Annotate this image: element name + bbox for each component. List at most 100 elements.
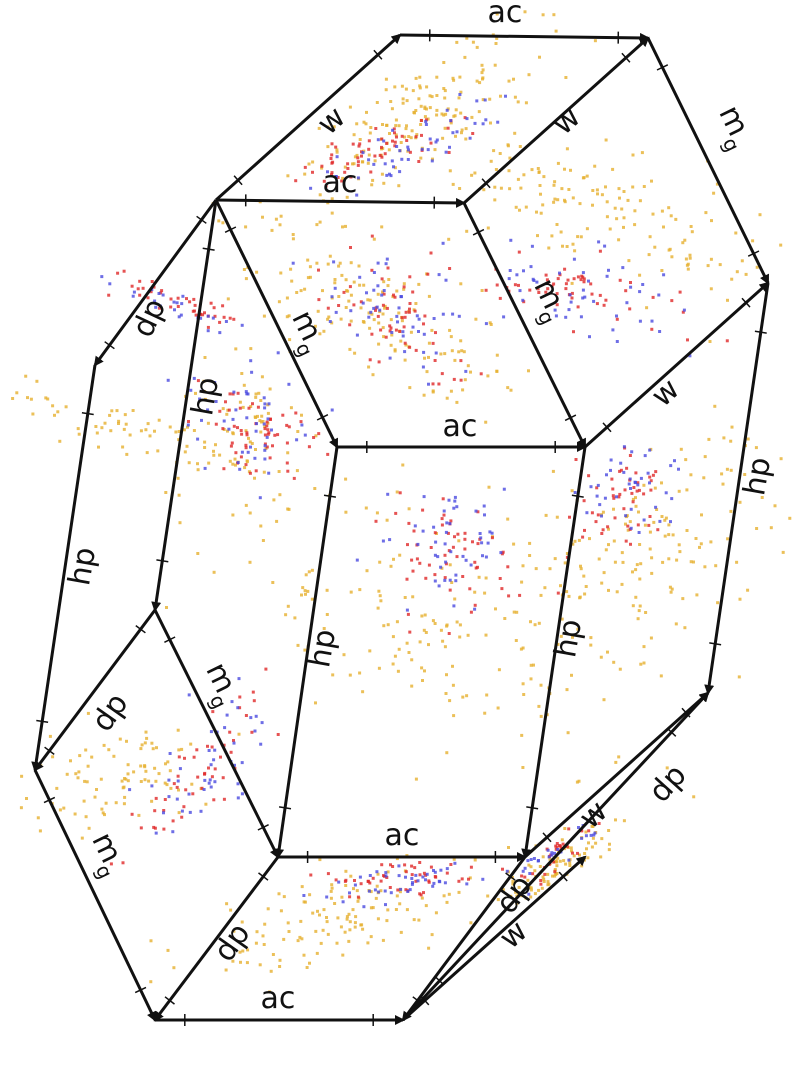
scatter-point: [460, 131, 463, 134]
scatter-point: [485, 694, 488, 697]
scatter-point: [352, 908, 355, 911]
scatter-point: [537, 860, 540, 863]
scatter-point: [599, 250, 602, 253]
label-w-top-right: w: [546, 100, 588, 142]
scatter-point: [542, 13, 545, 16]
scatter-point: [100, 808, 103, 811]
scatter-point: [234, 458, 237, 461]
scatter-point: [404, 596, 407, 599]
scatter-point: [178, 494, 181, 497]
scatter-point: [348, 323, 351, 326]
scatter-point: [458, 315, 461, 318]
scatter-point: [730, 469, 733, 472]
scatter-point: [581, 536, 584, 539]
scatter-point: [443, 510, 446, 513]
scatter-point: [638, 531, 641, 534]
scatter-point: [443, 97, 446, 100]
scatter-point: [309, 187, 312, 190]
scatter-point: [196, 438, 199, 441]
scatter-point: [336, 151, 339, 154]
scatter-point: [346, 290, 349, 293]
scatter-point: [240, 429, 243, 432]
scatter-point: [627, 199, 630, 202]
scatter-point: [314, 701, 317, 704]
scatter-point: [348, 913, 351, 916]
scatter-point: [409, 302, 412, 305]
scatter-point: [638, 489, 641, 492]
scatter-point: [213, 306, 216, 309]
scatter-point: [730, 278, 733, 281]
scatter-point: [709, 540, 712, 543]
scatter-point: [560, 231, 563, 234]
scatter-point: [177, 305, 180, 308]
scatter-point: [100, 778, 103, 781]
scatter-point: [672, 533, 675, 536]
scatter-point: [369, 311, 372, 314]
scatter-point: [427, 947, 430, 950]
scatter-point: [344, 884, 347, 887]
scatter-point: [545, 514, 548, 517]
scatter-point: [494, 607, 497, 610]
scatter-point: [380, 294, 383, 297]
scatter-point: [465, 127, 468, 130]
scatter-point: [529, 620, 532, 623]
scatter-point: [594, 39, 597, 42]
scatter-point: [470, 116, 473, 119]
scatter-point: [278, 470, 281, 473]
scatter-point: [389, 886, 392, 889]
scatter-point: [611, 168, 614, 171]
scatter-point: [417, 879, 420, 882]
scatter-point: [125, 423, 128, 426]
scatter-point: [448, 893, 451, 896]
scatter-point: [341, 954, 344, 957]
scatter-point: [670, 255, 673, 258]
scatter-point: [306, 966, 309, 969]
label-hp-left-inner: hp: [185, 375, 226, 419]
scatter-point: [279, 272, 282, 275]
scatter-point: [445, 673, 448, 676]
scatter-point: [486, 895, 489, 898]
scatter-point: [353, 133, 356, 136]
scatter-point: [463, 548, 466, 551]
scatter-point: [203, 772, 206, 775]
scatter-point: [330, 157, 333, 160]
scatter-point: [575, 458, 578, 461]
scatter-point: [416, 314, 419, 317]
scatter-point: [649, 515, 652, 518]
scatter-point: [684, 458, 687, 461]
svg-text:g: g: [205, 691, 232, 713]
scatter-point: [559, 860, 562, 863]
scatter-point: [451, 313, 454, 316]
scatter-point: [255, 469, 258, 472]
scatter-point: [434, 531, 437, 534]
scatter-point: [403, 350, 406, 353]
scatter-point: [223, 726, 226, 729]
scatter-point: [267, 431, 270, 434]
scatter-point: [473, 172, 476, 175]
scatter-point: [407, 158, 410, 161]
scatter-point: [77, 427, 80, 430]
scatter-point: [670, 591, 673, 594]
scatter-point: [56, 410, 59, 413]
scatter-point: [359, 138, 362, 141]
svg-text:g: g: [533, 307, 560, 329]
scatter-point: [632, 604, 635, 607]
scatter-point: [556, 516, 559, 519]
scatter-point: [304, 166, 307, 169]
scatter-point: [287, 921, 290, 924]
scatter-point: [125, 453, 128, 456]
scatter-point: [600, 515, 603, 518]
scatter-point: [78, 433, 81, 436]
scatter-point: [172, 966, 175, 969]
scatter-point: [638, 543, 641, 546]
scatter-point: [651, 320, 654, 323]
scatter-point: [609, 469, 612, 472]
scatter-point: [269, 456, 272, 459]
scatter-point: [288, 425, 291, 428]
scatter-point: [408, 631, 411, 634]
scatter-point: [448, 151, 451, 154]
scatter-point: [470, 174, 473, 177]
scatter-point: [583, 593, 586, 596]
edge-ac-top-inner: [216, 200, 464, 203]
scatter-point: [329, 255, 332, 258]
